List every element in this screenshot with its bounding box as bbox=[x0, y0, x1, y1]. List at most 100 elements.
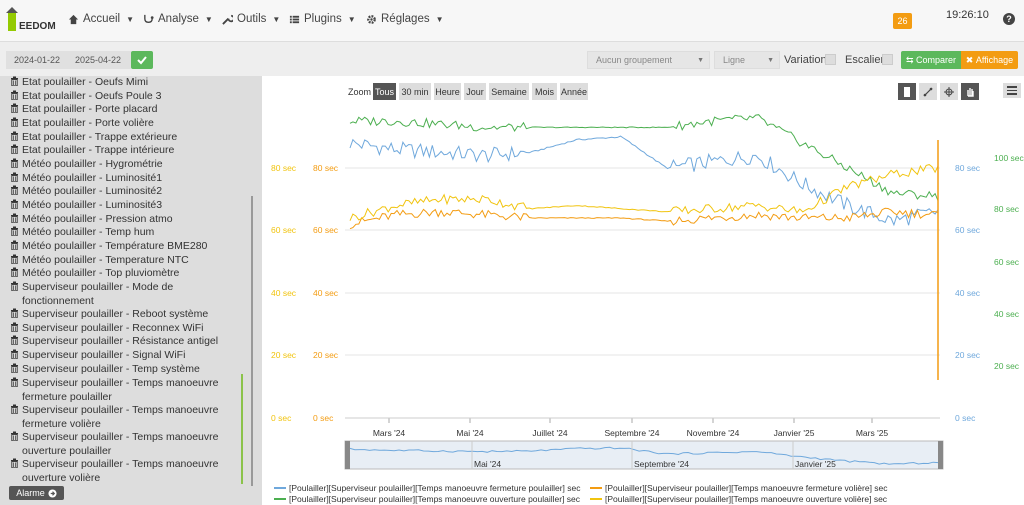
sidebar-item[interactable]: Météo poulailler - Temperature NTC bbox=[10, 254, 230, 268]
sidebar-item[interactable]: Superviseur poulailler - Reboot système bbox=[10, 308, 230, 322]
trash-icon[interactable] bbox=[10, 267, 19, 277]
sidebar-item[interactable]: Météo poulailler - Luminosité1 bbox=[10, 172, 230, 186]
navigator-handle-left[interactable] bbox=[345, 441, 350, 469]
sidebar-item[interactable]: Superviseur poulailler - Temps manoeuvre… bbox=[10, 458, 230, 485]
apply-dates-button[interactable] bbox=[131, 51, 153, 69]
zoom-button-5[interactable]: Mois bbox=[532, 83, 557, 100]
chart-tool-pan-button[interactable] bbox=[961, 83, 979, 100]
trash-icon[interactable] bbox=[10, 281, 19, 291]
trash-icon[interactable] bbox=[10, 103, 19, 113]
nav-accueil[interactable]: Accueil ▼ bbox=[68, 13, 134, 25]
nav-reglages[interactable]: Réglages ▼ bbox=[366, 13, 444, 25]
trash-icon[interactable] bbox=[10, 144, 19, 154]
nav-analyse[interactable]: Analyse ▼ bbox=[143, 13, 213, 25]
sidebar-item[interactable]: Etat poulailler - Porte volière bbox=[10, 117, 230, 131]
chart-type-select[interactable]: Ligne ▼ bbox=[714, 51, 780, 69]
trash-icon[interactable] bbox=[10, 172, 19, 182]
sidebar-item[interactable]: Météo poulailler - Température BME280 bbox=[10, 240, 230, 254]
trash-icon[interactable] bbox=[10, 363, 19, 373]
line-tool-icon bbox=[923, 87, 933, 96]
variation-checkbox[interactable] bbox=[825, 54, 836, 65]
trash-icon[interactable] bbox=[10, 349, 19, 359]
sidebar-item[interactable]: Météo poulailler - Temp hum bbox=[10, 226, 230, 240]
sidebar-item[interactable]: Météo poulailler - Luminosité2 bbox=[10, 185, 230, 199]
date-start-input[interactable]: 2024-01-22 bbox=[6, 51, 70, 69]
sidebar-item[interactable]: Météo poulailler - Top pluviomètre bbox=[10, 267, 230, 281]
sidebar-item[interactable]: Superviseur poulailler - Temp système bbox=[10, 363, 230, 377]
trash-icon[interactable] bbox=[10, 404, 19, 414]
display-button[interactable]: ✖ Affichage bbox=[961, 51, 1018, 69]
sidebar-item-label: Superviseur poulailler - Temps manoeuvre… bbox=[22, 404, 219, 430]
trash-icon[interactable] bbox=[10, 90, 19, 100]
zoom-button-6[interactable]: Année bbox=[560, 83, 588, 100]
zoom-button-2[interactable]: Heure bbox=[434, 83, 461, 100]
navigator-tick-label: Septembre '24 bbox=[634, 459, 689, 469]
notification-badge[interactable]: 26 bbox=[893, 13, 912, 29]
trash-icon[interactable] bbox=[10, 199, 19, 209]
trash-icon[interactable] bbox=[10, 458, 19, 468]
sidebar-scrollbar[interactable] bbox=[251, 196, 253, 486]
sidebar-item-label: Superviseur poulailler - Temps manoeuvre… bbox=[22, 377, 219, 403]
jeedom-logo[interactable]: EEDOM bbox=[6, 5, 56, 37]
trash-icon[interactable] bbox=[10, 254, 19, 264]
nav-outils[interactable]: Outils ▼ bbox=[222, 13, 280, 25]
sidebar-item[interactable]: Etat poulailler - Oeufs Mimi bbox=[10, 76, 230, 90]
trash-icon[interactable] bbox=[10, 377, 19, 387]
sidebar-item[interactable]: Etat poulailler - Oeufs Poule 3 bbox=[10, 90, 230, 104]
sidebar-item[interactable]: Météo poulailler - Luminosité3 bbox=[10, 199, 230, 213]
chart-menu-button[interactable] bbox=[1003, 83, 1021, 98]
nav-plugins[interactable]: Plugins ▼ bbox=[289, 13, 356, 25]
sidebar-item[interactable]: Superviseur poulailler - Reconnex WiFi bbox=[10, 322, 230, 336]
zoom-button-0[interactable]: Tous bbox=[373, 83, 396, 100]
trash-icon[interactable] bbox=[10, 158, 19, 168]
sidebar-item[interactable]: Superviseur poulailler - Résistance anti… bbox=[10, 335, 230, 349]
legend-swatch bbox=[590, 498, 602, 500]
zoom-button-1[interactable]: 30 min bbox=[399, 83, 431, 100]
trash-icon[interactable] bbox=[10, 322, 19, 332]
legend-item[interactable]: [Poulailler][Superviseur poulailler][Tem… bbox=[274, 483, 581, 493]
trash-icon[interactable] bbox=[10, 185, 19, 195]
history-chart[interactable]: Mars '24 Mai '24 Juillet '24 Septembre '24 N… bbox=[262, 76, 1024, 505]
trash-icon[interactable] bbox=[10, 213, 19, 223]
sidebar-item[interactable]: Superviseur poulailler - Temps manoeuvre… bbox=[10, 431, 230, 458]
trash-icon[interactable] bbox=[10, 431, 19, 441]
trash-icon[interactable] bbox=[10, 335, 19, 345]
trash-icon[interactable] bbox=[10, 76, 19, 86]
sidebar-item-label: Superviseur poulailler - Signal WiFi bbox=[22, 349, 186, 361]
chart-tool-line-button[interactable] bbox=[919, 83, 937, 100]
x-tick-label: Janvier '25 bbox=[774, 428, 815, 438]
legend-item[interactable]: [Poulailler][Superviseur poulailler][Tem… bbox=[590, 483, 888, 493]
chart-tool-select-button[interactable] bbox=[898, 83, 916, 100]
series-line bbox=[349, 114, 939, 201]
alarme-button[interactable]: Alarme bbox=[9, 486, 64, 500]
sidebar-item[interactable]: Météo poulailler - Pression atmo bbox=[10, 213, 230, 227]
zoom-button-3[interactable]: Jour bbox=[464, 83, 486, 100]
zoom-button-4[interactable]: Semaine bbox=[489, 83, 529, 100]
sidebar-item[interactable]: Météo poulailler - Hygrométrie bbox=[10, 158, 230, 172]
sidebar-item[interactable]: Etat poulailler - Porte placard bbox=[10, 103, 230, 117]
navigator-handle-right[interactable] bbox=[938, 441, 943, 469]
trash-icon[interactable] bbox=[10, 226, 19, 236]
sidebar-item[interactable]: Superviseur poulailler - Temps manoeuvre… bbox=[10, 404, 230, 431]
sidebar-item[interactable]: Etat poulailler - Trappe intérieure bbox=[10, 144, 230, 158]
x-tick-label: Mars '24 bbox=[373, 428, 406, 438]
trash-icon[interactable] bbox=[10, 308, 19, 318]
sidebar-item[interactable]: Etat poulailler - Trappe extérieure bbox=[10, 131, 230, 145]
compare-button[interactable]: ⇆ Comparer bbox=[901, 51, 961, 69]
trash-icon[interactable] bbox=[10, 117, 19, 127]
date-end-input[interactable]: 2025-04-22 bbox=[67, 51, 131, 69]
hand-icon bbox=[967, 87, 974, 97]
sidebar-item[interactable]: Superviseur poulailler - Mode de fonctio… bbox=[10, 281, 230, 308]
grouping-select[interactable]: Aucun groupement ▼ bbox=[587, 51, 710, 69]
trash-icon[interactable] bbox=[10, 240, 19, 250]
escalier-checkbox[interactable] bbox=[882, 54, 893, 65]
y-axis-tick-label: 40 sec bbox=[994, 309, 1020, 319]
trash-icon[interactable] bbox=[10, 131, 19, 141]
legend-item[interactable]: [Poulailler][Superviseur poulailler][Tem… bbox=[590, 494, 887, 504]
sidebar-item[interactable]: Superviseur poulailler - Temps manoeuvre… bbox=[10, 377, 230, 404]
legend-item[interactable]: [Poulailler][Superviseur poulailler][Tem… bbox=[274, 494, 580, 504]
help-icon[interactable]: ? bbox=[1003, 13, 1015, 25]
chart-tool-crosshair-button[interactable] bbox=[940, 83, 958, 100]
sidebar-item[interactable]: Superviseur poulailler - Signal WiFi bbox=[10, 349, 230, 363]
x-tick-label: Mars '25 bbox=[856, 428, 889, 438]
